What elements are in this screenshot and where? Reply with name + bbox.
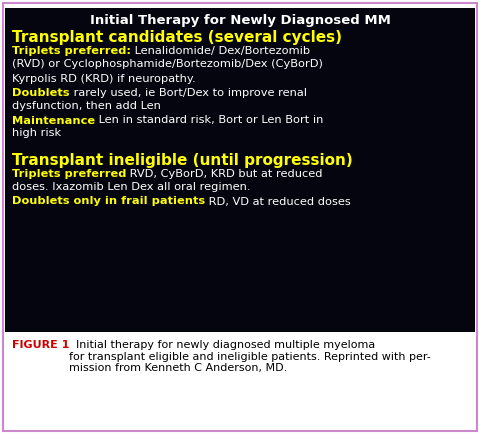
Text: RD, VD at reduced doses: RD, VD at reduced doses: [205, 197, 351, 207]
FancyBboxPatch shape: [3, 3, 477, 431]
Text: Doublets only in frail patients: Doublets only in frail patients: [12, 197, 205, 207]
Text: Len in standard risk, Bort or Len Bort in: Len in standard risk, Bort or Len Bort i…: [95, 115, 324, 125]
FancyBboxPatch shape: [5, 8, 475, 332]
Text: doses. Ixazomib Len Dex all oral regimen.: doses. Ixazomib Len Dex all oral regimen…: [12, 182, 251, 192]
Text: high risk: high risk: [12, 128, 61, 138]
Text: Maintenance: Maintenance: [12, 115, 95, 125]
Text: Triplets preferred:: Triplets preferred:: [12, 46, 131, 56]
Text: Initial therapy for newly diagnosed multiple myeloma
for transplant eligible and: Initial therapy for newly diagnosed mult…: [70, 340, 431, 373]
Text: rarely used, ie Bort/Dex to improve renal: rarely used, ie Bort/Dex to improve rena…: [70, 88, 307, 98]
Text: Triplets preferred: Triplets preferred: [12, 169, 126, 179]
Text: Doublets: Doublets: [12, 88, 70, 98]
Text: Transplant candidates (several cycles): Transplant candidates (several cycles): [12, 30, 342, 45]
Text: Lenalidomide/ Dex/Bortezomib: Lenalidomide/ Dex/Bortezomib: [131, 46, 310, 56]
Text: (RVD) or Cyclophosphamide/Bortezomib/Dex (CyBorD): (RVD) or Cyclophosphamide/Bortezomib/Dex…: [12, 59, 323, 69]
Text: Initial Therapy for Newly Diagnosed MM: Initial Therapy for Newly Diagnosed MM: [90, 14, 390, 27]
Text: Transplant ineligible (until progression): Transplant ineligible (until progression…: [12, 153, 353, 168]
Text: RVD, CyBorD, KRD but at reduced: RVD, CyBorD, KRD but at reduced: [126, 169, 323, 179]
Text: Kyrpolis RD (KRD) if neuropathy.: Kyrpolis RD (KRD) if neuropathy.: [12, 73, 196, 83]
Text: FIGURE 1: FIGURE 1: [12, 340, 70, 350]
Text: dysfunction, then add Len: dysfunction, then add Len: [12, 101, 161, 111]
